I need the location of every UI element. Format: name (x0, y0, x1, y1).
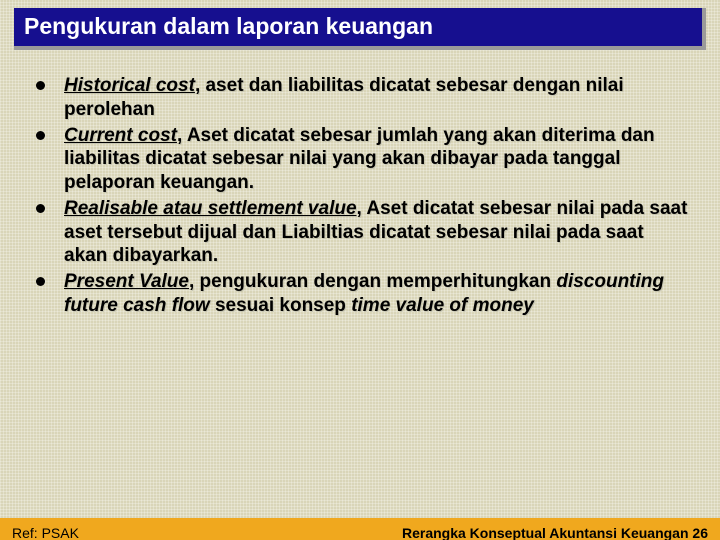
bullet-text: , pengukuran dengan memperhitungkan (189, 271, 556, 292)
title-bar: Pengukuran dalam laporan keuangan (14, 8, 706, 50)
list-item: Present Value, pengukuran dengan memperh… (28, 270, 692, 318)
bullet-term: Present Value (64, 271, 189, 292)
footer-label: Rerangka Konseptual Akuntansi Keuangan (402, 525, 689, 540)
footer-reference: Ref: PSAK (12, 525, 79, 540)
footer-bar: Ref: PSAK Rerangka Konseptual Akuntansi … (0, 518, 720, 540)
bullet-text: sesuai konsep (210, 295, 352, 316)
bullet-term: Historical cost (64, 75, 195, 96)
bullet-list: Historical cost, aset dan liabilitas dic… (28, 74, 692, 318)
footer-right: Rerangka Konseptual Akuntansi Keuangan 2… (402, 525, 708, 540)
list-item: Historical cost, aset dan liabilitas dic… (28, 74, 692, 122)
list-item: Realisable atau settlement value, Aset d… (28, 197, 692, 268)
slide-body: Historical cost, aset dan liabilitas dic… (0, 50, 720, 318)
bullet-term: Current cost (64, 125, 177, 146)
bullet-term: Realisable atau settlement value (64, 198, 357, 219)
page-number: 26 (692, 525, 708, 540)
bullet-italic: time value of money (351, 295, 534, 316)
list-item: Current cost, Aset dicatat sebesar jumla… (28, 124, 692, 195)
slide-title: Pengukuran dalam laporan keuangan (24, 13, 692, 40)
